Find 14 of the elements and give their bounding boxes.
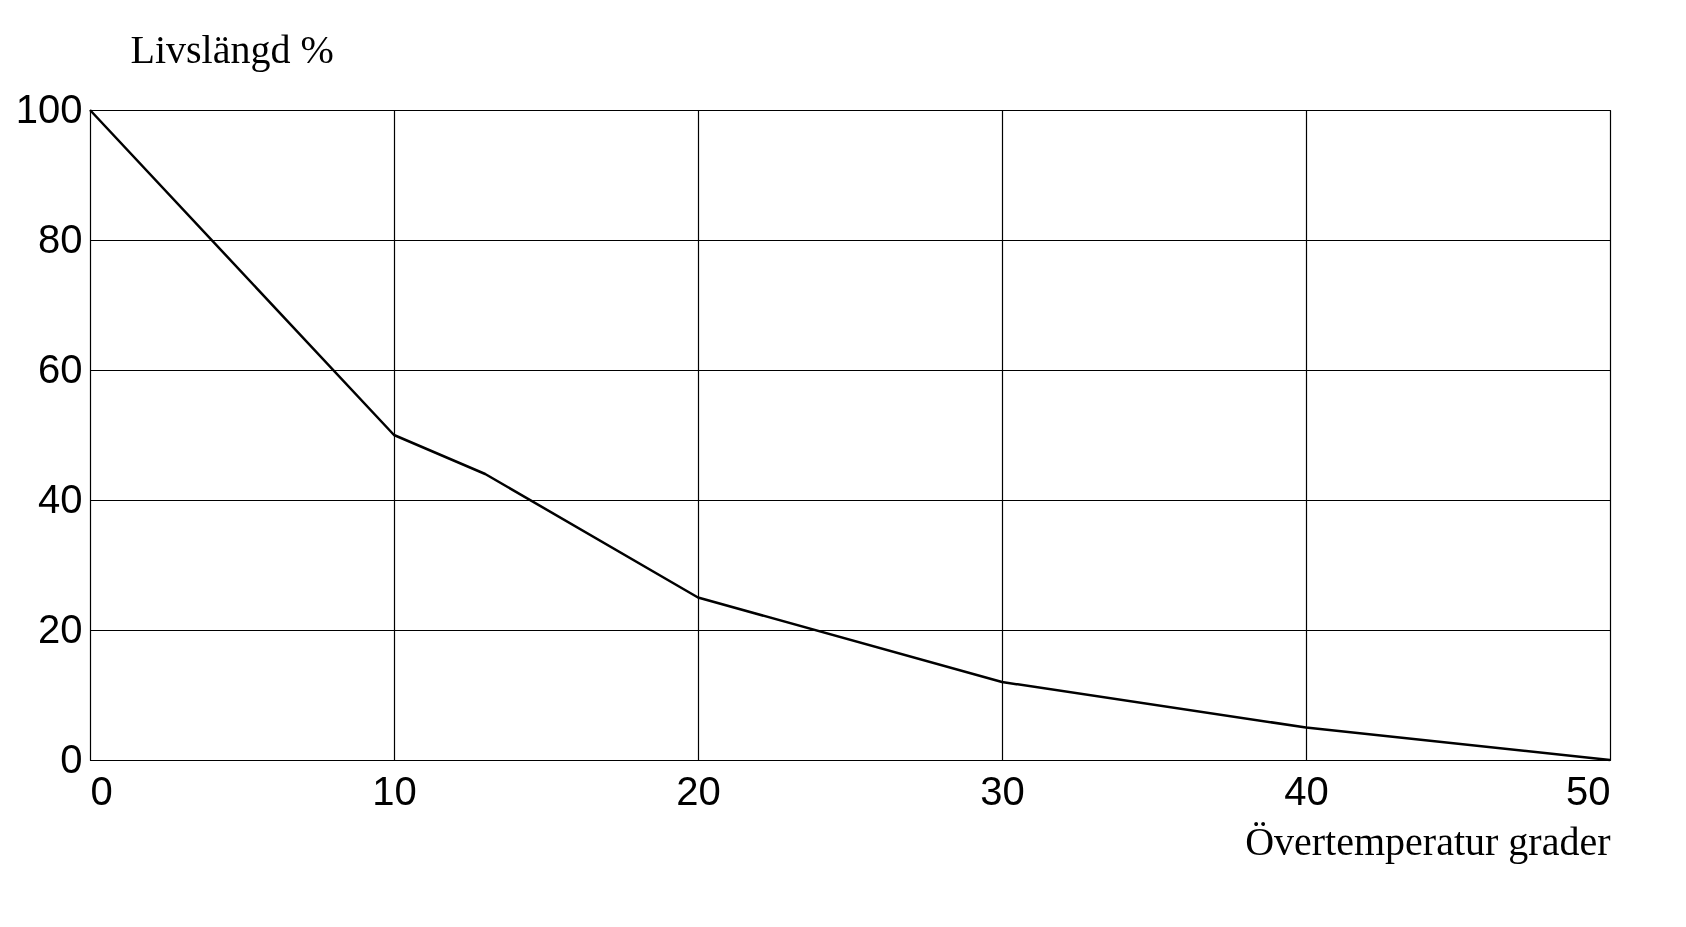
x-tick-label: 0 xyxy=(90,768,113,813)
x-tick-label: 10 xyxy=(372,768,417,813)
y-axis-title: Livslängd % xyxy=(130,26,334,72)
x-tick-label: 50 xyxy=(1566,768,1611,813)
y-tick-label: 0 xyxy=(60,736,83,781)
y-tick-label: 80 xyxy=(38,216,83,261)
x-axis-title: Övertemperatur grader xyxy=(1245,818,1611,864)
x-tick-label: 30 xyxy=(980,768,1025,813)
x-tick-label: 40 xyxy=(1284,768,1329,813)
y-tick-label: 60 xyxy=(38,346,83,391)
x-tick-label: 20 xyxy=(676,768,721,813)
y-tick-label: 20 xyxy=(38,606,83,651)
y-tick-label: 100 xyxy=(15,86,83,131)
y-tick-label: 40 xyxy=(38,476,83,521)
